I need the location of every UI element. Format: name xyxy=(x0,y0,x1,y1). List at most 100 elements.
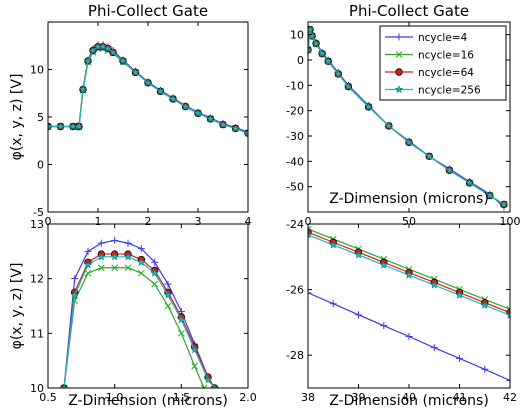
series-marker xyxy=(395,51,403,58)
x-axis-label: Z-Dimension (microns) xyxy=(68,393,228,409)
series-line-ncycle-4 xyxy=(48,44,248,133)
legend-label: ncycle=4 xyxy=(418,32,468,44)
x-tick-label: 2 xyxy=(145,215,152,228)
series-marker xyxy=(329,300,337,308)
y-tick-label: -28 xyxy=(286,349,304,362)
series-marker xyxy=(481,365,489,373)
series-marker xyxy=(151,280,159,288)
series-marker xyxy=(150,268,159,277)
y-tick-label: 10 xyxy=(290,29,304,42)
series-marker xyxy=(317,49,327,58)
series-marker xyxy=(168,94,178,103)
series-line-ncycle-256 xyxy=(308,29,505,205)
series-marker xyxy=(218,120,228,129)
series-marker xyxy=(308,230,313,239)
legend: ncycle=4 ncycle=16 ncycle=64 ncycle=256 xyxy=(379,25,507,101)
series-marker xyxy=(97,252,106,261)
series-marker xyxy=(405,333,413,341)
x-tick-label: 1.0 xyxy=(106,391,124,404)
x-tick-label: 1.5 xyxy=(173,391,191,404)
series-line-ncycle-16 xyxy=(63,267,205,388)
series-marker xyxy=(231,123,240,133)
series-marker xyxy=(181,102,190,111)
x-tick-label: 41 xyxy=(453,391,467,404)
x-tick-label: 1 xyxy=(95,215,102,228)
series-marker xyxy=(123,252,133,261)
legend-label: ncycle=256 xyxy=(418,85,481,97)
series-marker xyxy=(137,257,146,266)
series-marker xyxy=(59,383,69,388)
series-marker xyxy=(177,315,186,324)
series-marker xyxy=(404,137,414,146)
series-marker xyxy=(163,290,173,299)
y-tick-label: -50 xyxy=(286,181,304,194)
x-tick-label: 40 xyxy=(402,391,416,404)
y-tick-label: 13 xyxy=(30,218,44,231)
legend-box xyxy=(379,25,507,101)
series-marker xyxy=(48,121,53,131)
series-marker xyxy=(308,25,315,34)
series-marker xyxy=(137,245,145,253)
series-marker xyxy=(103,44,113,53)
y-tick-label: 5 xyxy=(37,111,44,124)
series-marker xyxy=(108,47,118,57)
series-marker xyxy=(83,260,93,269)
series-marker xyxy=(97,239,105,247)
series-marker xyxy=(177,329,185,337)
series-marker xyxy=(164,280,172,288)
series-marker xyxy=(200,384,208,388)
series-marker xyxy=(456,354,463,362)
series-marker xyxy=(384,121,394,130)
series-marker xyxy=(395,68,403,76)
y-tick-label: -40 xyxy=(286,155,304,168)
y-tick-label: 10 xyxy=(30,382,44,395)
x-tick-label: 4 xyxy=(245,215,252,228)
y-tick-label: 11 xyxy=(30,327,44,340)
series-marker xyxy=(111,236,119,244)
series-marker xyxy=(499,199,509,209)
series-marker xyxy=(111,264,119,272)
panel-bottom-right: 38 39 40 41 42 -24 -26 -28 Z-Dimension (microns) xyxy=(286,218,517,409)
axes-frame xyxy=(47,223,249,389)
y-axis-label: φ(x, y, z) [V] xyxy=(9,74,25,161)
series-marker xyxy=(328,240,338,249)
series-marker xyxy=(124,264,132,272)
series-marker xyxy=(110,252,119,261)
series-marker xyxy=(78,84,88,94)
x-tick-label: 0 xyxy=(305,215,312,228)
series-marker xyxy=(354,250,363,259)
y-tick-label: -26 xyxy=(286,284,304,297)
series-line-ncycle-64 xyxy=(48,46,248,134)
x-tick-label: 50 xyxy=(402,215,416,228)
series-marker xyxy=(74,121,84,131)
series-marker xyxy=(206,114,215,123)
series-marker xyxy=(308,45,313,54)
plot-area xyxy=(308,225,510,384)
y-tick-label: 10 xyxy=(30,64,44,77)
series-marker xyxy=(424,151,434,160)
series-marker xyxy=(308,289,312,297)
series-marker xyxy=(505,310,510,319)
series-marker xyxy=(334,69,343,78)
series-marker xyxy=(137,269,145,277)
y-tick-label: -24 xyxy=(286,218,304,231)
series-marker xyxy=(56,121,65,131)
series-line-ncycle-256 xyxy=(48,46,248,134)
series-marker xyxy=(84,247,92,255)
series-marker xyxy=(379,260,389,269)
y-tick-label: -30 xyxy=(286,130,304,143)
series-marker xyxy=(97,264,105,272)
series-marker xyxy=(151,258,159,266)
series-marker xyxy=(210,383,219,388)
series-marker xyxy=(380,322,388,330)
y-tick-label: 0 xyxy=(297,54,304,67)
series-marker xyxy=(143,78,153,87)
y-tick-label: 0 xyxy=(37,159,44,172)
series-marker xyxy=(131,67,140,76)
x-tick-label: 39 xyxy=(352,391,366,404)
plot-area xyxy=(48,41,248,137)
series-marker xyxy=(355,311,362,319)
legend-label: ncycle=16 xyxy=(418,50,474,62)
